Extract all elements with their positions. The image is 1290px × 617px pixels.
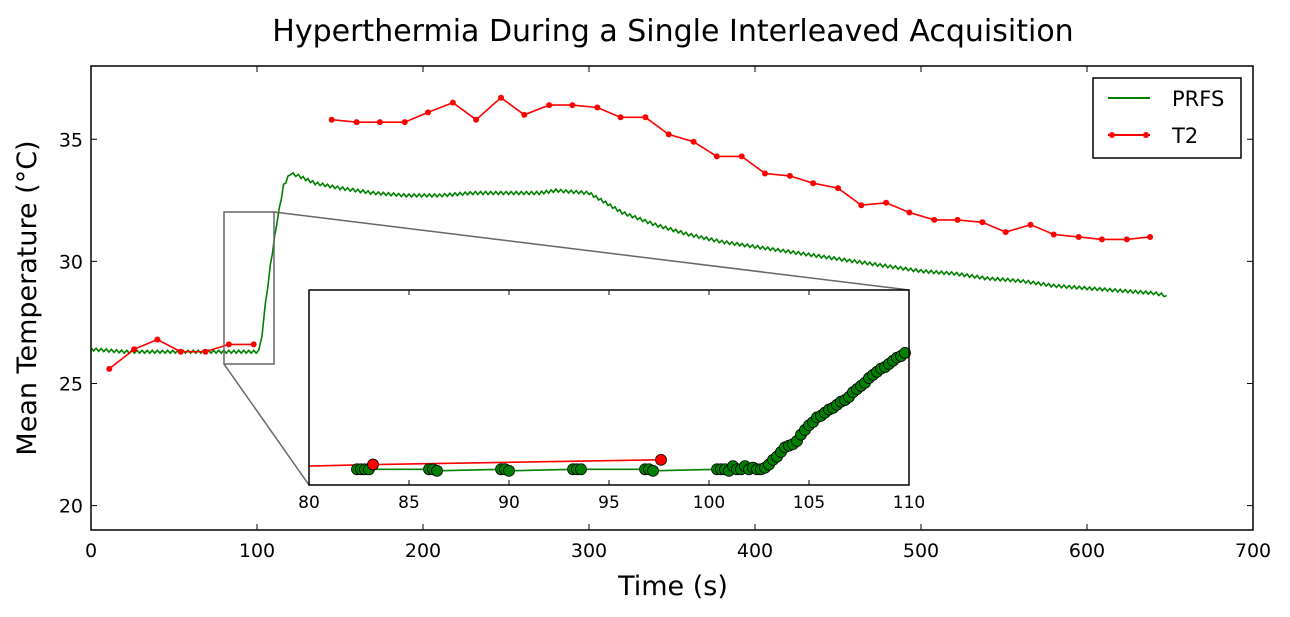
inset-data-point-prfs [647,464,659,477]
data-point-t2 [521,111,528,118]
inset-x-tick-label: 105 [793,493,825,513]
data-point-t2 [225,341,232,348]
data-point-t2 [858,202,865,209]
data-point-t2 [979,219,986,226]
chart-title: Hyperthermia During a Single Interleaved… [272,14,1073,49]
inset-series-group [308,347,911,477]
data-point-t2 [1002,229,1009,236]
data-point-t2 [353,119,360,126]
data-point-t2 [1027,221,1034,228]
data-point-t2 [594,104,601,111]
inset-x-tick-label: 90 [498,493,520,513]
inset-plot: 80 85 90 95 100 105 110 [298,289,925,513]
data-point-t2 [1050,231,1057,238]
data-point-t2 [1075,233,1082,240]
y-tick-label: 35 [59,129,83,151]
zoom-region-box [223,211,275,365]
x-tick-label: 700 [1235,540,1271,562]
inset-x-tick-label: 110 [893,493,925,513]
inset-x-tick-label: 100 [693,493,725,513]
zoom-indicator [223,211,910,486]
data-point-t2 [1147,233,1154,240]
data-point-t2 [202,348,209,355]
data-point-t2 [449,99,456,106]
inset-x-tick-label: 80 [298,493,320,513]
legend-t2-label: T2 [1171,124,1198,148]
data-point-t2 [690,138,697,145]
data-point-t2 [424,109,431,116]
x-tick-label: 500 [903,540,939,562]
series-line-prfs [90,171,1167,355]
x-tick-label: 400 [737,540,773,562]
inset-frame [308,289,910,486]
data-point-t2 [328,116,335,123]
x-tick-label: 300 [571,540,607,562]
data-point-t2 [954,216,961,223]
data-point-t2 [546,102,553,109]
y-tick-label: 25 [59,373,83,395]
zoom-connector-bottom [223,363,310,486]
plot-frame [90,65,1254,531]
data-point-t2 [131,346,138,353]
data-point-t2 [617,114,624,121]
data-point-t2 [569,102,576,109]
data-point-t2 [177,348,184,355]
data-point-t2 [642,114,649,121]
data-point-t2 [931,216,938,223]
legend-t2-marker [1143,132,1149,138]
data-point-t2 [665,131,672,138]
y-tick-label: 20 [59,496,83,518]
x-tick-label: 200 [405,540,441,562]
data-point-t2 [250,341,257,348]
data-point-t2 [761,170,768,177]
data-point-t2 [1098,236,1105,243]
data-point-t2 [810,180,817,187]
inset-data-point-t2 [655,453,667,466]
data-point-t2 [473,116,480,123]
data-point-t2 [713,153,720,160]
inset-background [309,290,909,485]
inset-data-point-prfs [503,464,515,477]
x-tick-label: 0 [85,540,97,562]
data-point-t2 [883,199,890,206]
data-point-t2 [401,119,408,126]
data-point-t2 [738,153,745,160]
main-tick-labels: 0 100 200 300 400 500 600 700 20 25 30 35 [59,129,1271,562]
data-point-t2 [1123,236,1130,243]
legend-t2-marker [1109,132,1115,138]
data-point-t2 [376,119,383,126]
inset-data-point-t2 [367,458,379,471]
data-point-t2 [786,172,793,179]
x-tick-label: 100 [239,540,275,562]
data-point-t2 [154,336,161,343]
y-axis-label: Mean Temperature (°C) [12,140,43,455]
inset-data-point-prfs [899,347,911,359]
main-series-group [90,94,1167,372]
data-point-t2 [835,185,841,192]
data-point-t2 [498,94,505,101]
zoom-connector-top [273,211,910,291]
inset-data-point-prfs [575,463,587,476]
legend-box [1092,77,1242,159]
legend-prfs-label: PRFS [1172,87,1224,111]
y-tick-label: 30 [59,251,83,273]
inset-tick-labels: 80 85 90 95 100 105 110 [298,493,925,513]
inset-x-tick-label: 95 [598,493,620,513]
x-axis-label: Time (s) [617,571,728,602]
inset-data-point-prfs [431,464,443,477]
x-tick-label: 600 [1069,540,1105,562]
inset-x-tick-label: 85 [398,493,420,513]
data-point-t2 [906,209,913,216]
legend: PRFS T2 [1092,77,1242,159]
data-point-t2 [106,365,113,372]
